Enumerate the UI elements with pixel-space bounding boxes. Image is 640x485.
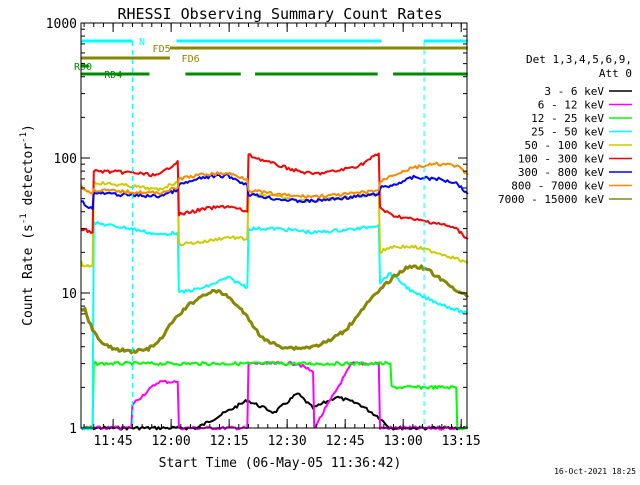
y-axis-label: Count Rate (s-1 detector-1)	[19, 124, 36, 326]
x-tick-label-6: 13:15	[442, 434, 481, 449]
x-tick-label-1: 12:00	[152, 434, 191, 449]
annotation-n-label: N	[139, 37, 145, 48]
x-axis-label: Start Time (06-May-05 11:36:42)	[159, 456, 402, 471]
chart-title: RHESSI Observing Summary Count Rates	[117, 5, 442, 23]
x-tick-label-2: 12:15	[210, 434, 249, 449]
y-axis-label-exp2: -1	[19, 132, 29, 143]
series-line-7	[80, 161, 469, 199]
legend-header-line-1: Det 1,3,4,5,6,9,	[526, 53, 632, 66]
annotation-layer: N FD5 FD6 RD0 RD4	[74, 37, 468, 428]
plot-frame	[80, 22, 468, 429]
y-axis-label-mid: detector	[21, 143, 36, 214]
annotation-rd0-label: RD0	[74, 62, 92, 73]
y-axis-label-exp1: -1	[19, 213, 29, 224]
series-line-8	[80, 264, 469, 355]
y-tick-label-2: 100	[54, 152, 77, 167]
series-line-6	[80, 173, 469, 210]
series-layer	[80, 152, 469, 431]
annotation-fd5-label: FD5	[153, 44, 171, 55]
x-tick-label-5: 13:00	[384, 434, 423, 449]
series-line-3	[80, 221, 469, 431]
y-tick-label-0: 1	[69, 422, 77, 437]
legend-label-2: 12 - 25 keV	[531, 112, 604, 125]
y-tick-label-3: 1000	[46, 17, 77, 32]
legend-label-5: 100 - 300 keV	[518, 153, 604, 166]
y-axis-label-group: Count Rate (s-1 detector-1)	[19, 124, 36, 326]
x-axis: 11:45 12:00 12:15 12:30 12:45 13:00 13:15	[83, 23, 481, 449]
legend-label-8: 7000 - 15000 keV	[498, 193, 604, 206]
series-line-2	[80, 361, 469, 430]
x-tick-label-3: 12:30	[268, 434, 307, 449]
legend-label-4: 50 - 100 keV	[525, 139, 605, 152]
annotation-rd4-label: RD4	[104, 70, 122, 81]
footer-date: 16-Oct-2021 18:25	[554, 467, 636, 476]
legend-label-1: 6 - 12 keV	[538, 99, 605, 112]
series-line-5	[80, 152, 469, 241]
legend-label-7: 800 - 7000 keV	[511, 180, 604, 193]
y-tick-label-1: 10	[61, 287, 77, 302]
x-tick-label-4: 12:45	[326, 434, 365, 449]
legend-label-6: 300 - 800 keV	[518, 166, 604, 179]
y-axis: 1 10 100 1000	[46, 17, 467, 437]
legend-header-line-2: Att 0	[599, 67, 632, 80]
y-axis-label-main: Count Rate (s	[21, 224, 36, 326]
legend-label-0: 3 - 6 keV	[544, 85, 604, 98]
x-tick-label-0: 11:45	[94, 434, 133, 449]
legend-label-3: 25 - 50 keV	[531, 126, 604, 139]
y-axis-label-close: )	[21, 124, 36, 132]
annotation-fd6-label: FD6	[182, 54, 200, 65]
